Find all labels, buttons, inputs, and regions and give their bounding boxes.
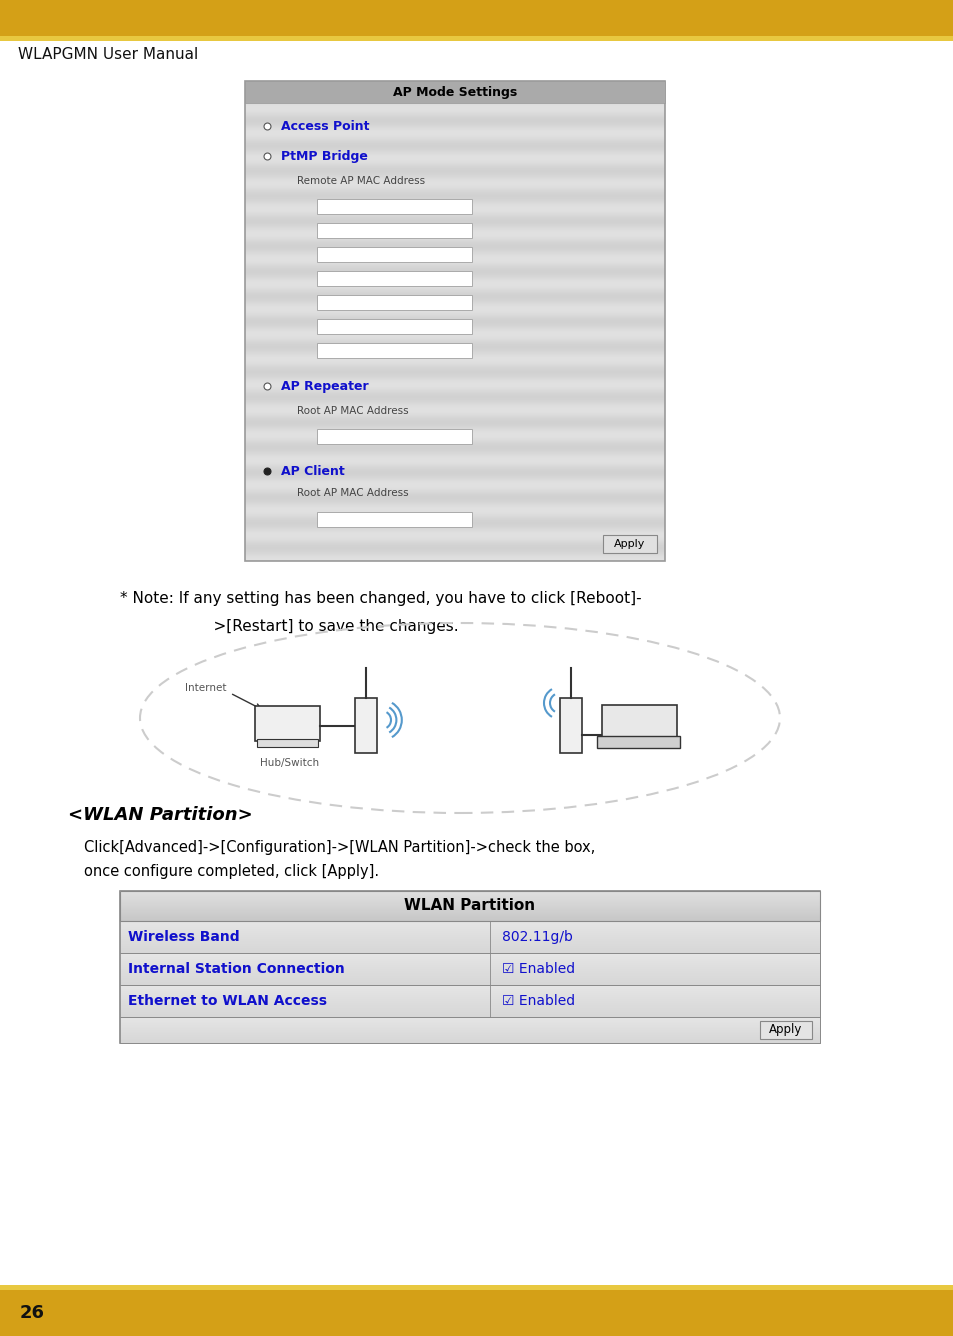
Bar	[120, 921, 820, 953]
Bar	[245, 81, 664, 103]
Text: 26: 26	[20, 1304, 45, 1323]
Text: Access Point: Access Point	[281, 119, 369, 132]
Text: Apply: Apply	[768, 1023, 801, 1037]
Bar	[0, 0, 953, 36]
Text: WLAPGMN User Manual: WLAPGMN User Manual	[18, 47, 198, 61]
Bar	[760, 1021, 811, 1039]
Bar	[316, 223, 472, 238]
Bar	[559, 697, 581, 754]
Bar	[316, 270, 472, 286]
Bar	[316, 199, 472, 214]
Text: AP Mode Settings: AP Mode Settings	[393, 86, 517, 99]
Text: once configure completed, click [Apply].: once configure completed, click [Apply].	[84, 864, 378, 879]
Text: PtMP Bridge: PtMP Bridge	[281, 150, 368, 163]
Bar	[597, 736, 679, 748]
Text: ☑ Enabled: ☑ Enabled	[501, 994, 575, 1007]
Text: Apply: Apply	[614, 538, 645, 549]
Bar	[120, 985, 820, 1017]
Text: AP Repeater: AP Repeater	[281, 379, 368, 393]
Text: Ethernet to WLAN Access: Ethernet to WLAN Access	[128, 994, 327, 1007]
Bar	[0, 1285, 953, 1291]
Bar	[120, 953, 820, 985]
Text: Hub/Switch: Hub/Switch	[260, 758, 319, 768]
Bar	[316, 294, 472, 310]
Text: AP Client: AP Client	[281, 465, 344, 477]
Text: WLAN Partition: WLAN Partition	[404, 899, 535, 914]
Bar	[245, 81, 664, 561]
Text: Root AP MAC Address: Root AP MAC Address	[296, 488, 408, 498]
Bar	[120, 891, 820, 921]
Bar	[602, 534, 657, 553]
Bar	[0, 1291, 953, 1336]
Text: >[Restart] to save the changes.: >[Restart] to save the changes.	[154, 619, 458, 635]
Text: Click[Advanced]->[Configuration]->[WLAN Partition]->check the box,: Click[Advanced]->[Configuration]->[WLAN …	[84, 840, 595, 855]
Text: Root AP MAC Address: Root AP MAC Address	[296, 406, 408, 415]
Bar	[254, 705, 319, 741]
Text: * Note: If any setting has been changed, you have to click [Reboot]-: * Note: If any setting has been changed,…	[120, 591, 641, 607]
Text: Wireless Band: Wireless Band	[128, 930, 239, 945]
Bar	[316, 247, 472, 262]
Bar	[316, 429, 472, 444]
Bar	[120, 891, 820, 1043]
Bar	[316, 512, 472, 526]
Bar	[316, 318, 472, 334]
Text: 802.11g/b: 802.11g/b	[501, 930, 572, 945]
Bar	[355, 697, 376, 754]
Bar	[0, 36, 953, 41]
Text: Internet: Internet	[185, 683, 226, 693]
Text: Remote AP MAC Address: Remote AP MAC Address	[296, 176, 425, 186]
Bar	[256, 739, 317, 747]
Text: Internal Station Connection: Internal Station Connection	[128, 962, 344, 977]
Text: <WLAN Partition>: <WLAN Partition>	[68, 806, 253, 824]
Text: ☑ Enabled: ☑ Enabled	[501, 962, 575, 977]
Bar	[316, 342, 472, 358]
Bar	[120, 1017, 820, 1043]
Bar	[601, 705, 677, 740]
